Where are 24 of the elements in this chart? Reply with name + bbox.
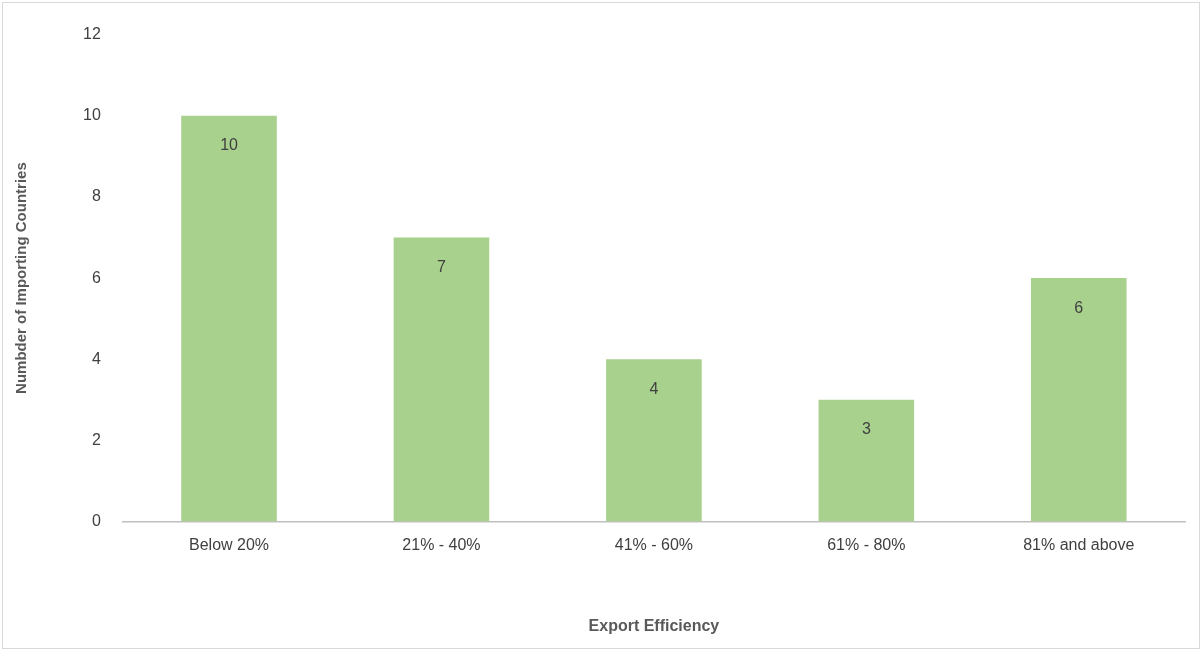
bar: [818, 399, 915, 522]
y-tick-label: 4: [91, 349, 101, 367]
x-tick-label: Below 20%: [188, 535, 270, 553]
x-tick-label: 81% and above: [1023, 535, 1135, 553]
data-label: 7: [437, 257, 446, 275]
x-tick-label: 41% - 60%: [614, 535, 694, 553]
y-tick-label: 12: [83, 25, 101, 43]
x-tick-label: 61% - 80%: [827, 535, 906, 553]
y-tick-label: 0: [91, 512, 101, 530]
x-tick-label: 21% - 40%: [402, 535, 481, 553]
x-axis-title: Export Efficiency: [588, 616, 720, 634]
y-tick-label: 10: [83, 106, 101, 124]
bar: [606, 359, 702, 522]
y-tick-label: 6: [91, 268, 101, 286]
bar: [1030, 278, 1127, 522]
data-label: 10: [220, 136, 239, 154]
bar: [181, 115, 277, 522]
y-tick-label: 2: [91, 430, 101, 448]
data-label: 6: [1074, 298, 1084, 316]
data-label: 4: [649, 379, 659, 397]
y-axis-title: Numbder of Importing Countries: [12, 162, 30, 394]
bar: [393, 237, 490, 522]
y-tick-label: 8: [91, 187, 101, 205]
data-label: 3: [861, 420, 871, 438]
